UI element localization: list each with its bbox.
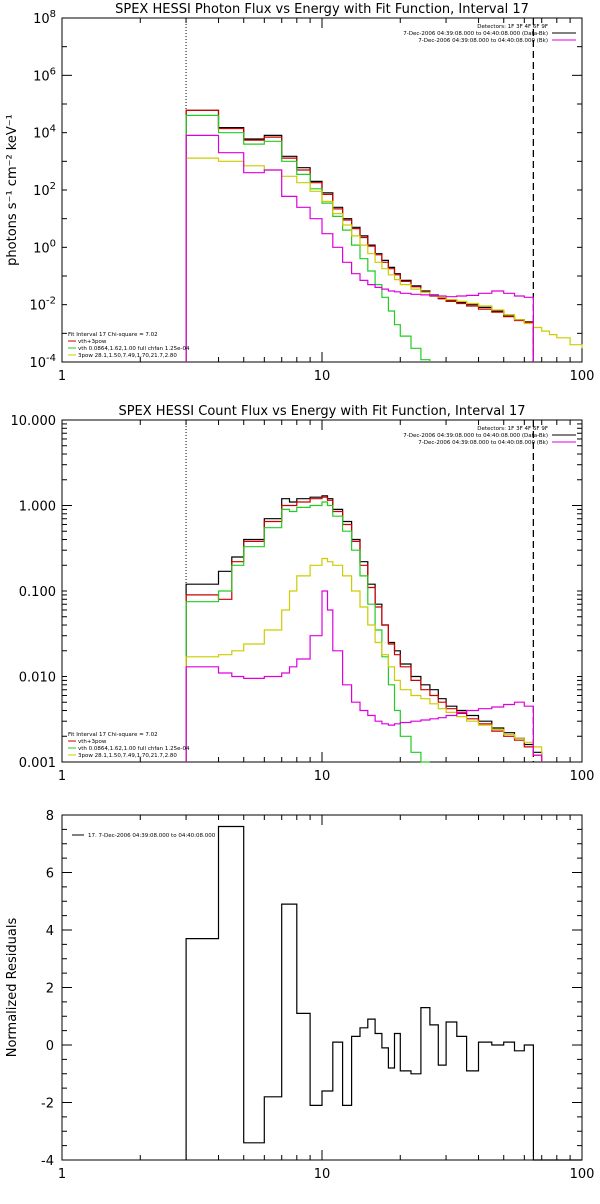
x-tick-label: 10 <box>314 1167 331 1182</box>
y-tick-label: 106 <box>33 66 56 84</box>
legend-bottom-entry: vth+3pow <box>78 339 107 345</box>
series-line-vth-3pow <box>185 496 543 762</box>
series-line-data-bk <box>185 495 543 762</box>
legend-top-entry: 7-Dec-2006 04:39:08.000 to 04:40:08.000 … <box>418 38 548 44</box>
series-line-3pow <box>185 557 543 762</box>
y-tick-label: 0 <box>46 1039 54 1054</box>
panel-2 <box>61 419 583 763</box>
legend-entry: 17. 7-Dec-2006 04:39:08.000 to 04:40:08.… <box>88 833 216 839</box>
series-line-3pow <box>185 157 583 362</box>
x-tick-label: 1 <box>58 769 66 784</box>
panel-1 <box>61 17 583 363</box>
legend-top-entry: 7-Dec-2006 04:39:08.000 to 04:40:08.000 … <box>403 433 548 439</box>
y-tick-label: 108 <box>33 9 56 27</box>
series-line-vth <box>185 501 430 763</box>
y-tick-label: 1.000 <box>19 500 56 515</box>
y-tick-label: 10-4 <box>29 353 56 371</box>
legend-top-entry: Detectors: 1F 3F 4F 6F 9F <box>477 426 548 432</box>
y-tick-label: 0.001 <box>19 756 56 771</box>
legend-bottom-entry: 3pow 28.1,1.50,7.49,1.70,21.7,2.80 <box>78 753 177 759</box>
legend-bottom-entry: vth 0.0864,1.62,1.00 full chfan 1.25e-04 <box>78 746 190 752</box>
y-tick-label: 104 <box>33 124 56 142</box>
y-tick-label: 8 <box>46 809 54 824</box>
legend-top-entry: 7-Dec-2006 04:39:08.000 to 04:40:08.000 … <box>418 440 548 446</box>
x-tick-label: 10 <box>314 769 331 784</box>
y-tick-label: -2 <box>41 1097 54 1112</box>
legend-bottom-entry: 3pow 28.1,1.50,7.49,1.70,21.7,2.80 <box>78 353 177 359</box>
x-tick-label: 100 <box>570 1167 595 1182</box>
y-tick-label: 10-2 <box>29 296 56 314</box>
panel-3 <box>61 814 583 1161</box>
y-axis-label: Normalized Residuals <box>5 918 20 1058</box>
y-tick-label: 10.000 <box>11 414 57 429</box>
x-tick-label: 1 <box>58 369 66 384</box>
x-tick-label: 100 <box>570 769 595 784</box>
y-tick-label: 0.010 <box>19 671 56 686</box>
legend-bottom-entry: Fit Interval 17 Chi-square = 7.02 <box>68 332 158 338</box>
x-tick-label: 1 <box>58 1167 66 1182</box>
chart-title: SPEX HESSI Count Flux vs Energy with Fit… <box>118 404 525 419</box>
legend-top-entry: Detectors: 1F 3F 4F 6F 9F <box>477 24 548 30</box>
y-tick-label: 2 <box>46 982 54 997</box>
legend-bottom-entry: vth 0.0864,1.62,1.00 full chfan 1.25e-04 <box>78 346 190 352</box>
y-axis-label: photons s⁻¹ cm⁻² keV⁻¹ <box>5 114 20 266</box>
chart-title: SPEX HESSI Photon Flux vs Energy with Fi… <box>115 2 529 17</box>
x-tick-label: 100 <box>570 369 595 384</box>
y-tick-label: 6 <box>46 867 54 882</box>
legend-bottom-entry: Fit Interval 17 Chi-square = 7.02 <box>68 732 158 738</box>
plot-frame <box>61 814 583 1161</box>
y-tick-label: 102 <box>33 181 56 199</box>
legend-bottom-entry: vth+3pow <box>78 739 107 745</box>
legend-top-entry: 7-Dec-2006 04:39:08.000 to 04:40:08.000 … <box>403 31 548 37</box>
y-tick-label: 4 <box>46 924 54 939</box>
y-tick-label: 100 <box>33 238 56 256</box>
y-tick-label: -4 <box>41 1154 54 1169</box>
series-line-vth <box>185 114 431 362</box>
series-line-residuals <box>185 825 582 1161</box>
series-line-bk <box>185 590 543 762</box>
series-line-bk <box>185 134 534 362</box>
y-tick-label: 0.100 <box>19 585 56 600</box>
x-tick-label: 10 <box>314 369 331 384</box>
